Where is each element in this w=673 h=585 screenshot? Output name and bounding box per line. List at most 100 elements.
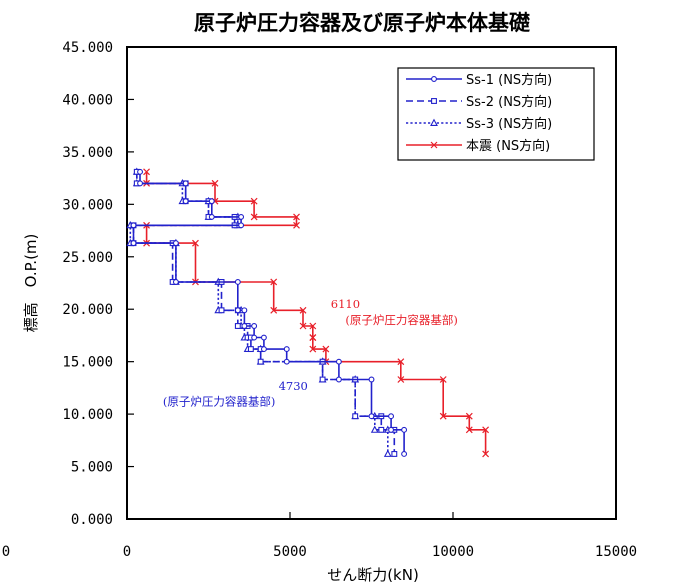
data-point bbox=[182, 198, 189, 205]
data-point bbox=[143, 168, 150, 176]
data-point bbox=[208, 198, 215, 205]
legend-entry: Ss-1 (NS方向) bbox=[406, 72, 552, 88]
data-point bbox=[352, 413, 359, 420]
data-point bbox=[234, 323, 241, 329]
data-point bbox=[172, 279, 179, 285]
data-point bbox=[397, 358, 405, 366]
data-point bbox=[368, 376, 375, 383]
y-tick-label: 40.000 bbox=[62, 92, 113, 108]
left-stub-label: 0 bbox=[2, 544, 10, 560]
data-point bbox=[270, 278, 278, 286]
data-point bbox=[172, 240, 179, 247]
data-point bbox=[208, 213, 215, 220]
y-tick-label: 5.000 bbox=[71, 460, 113, 476]
y-tick-label: 20.000 bbox=[62, 302, 113, 318]
y-tick-label: 30.000 bbox=[62, 197, 113, 213]
chart-title: 原子炉圧力容器及び原子炉本体基礎 bbox=[194, 11, 530, 35]
data-point bbox=[137, 168, 143, 175]
data-point bbox=[482, 426, 490, 434]
data-point bbox=[370, 425, 379, 433]
axes: 0.000 5.000 10.000 15.000 20.000 25.000 30.000… bbox=[62, 40, 637, 560]
legend-entry: Ss-3 (NS方向) bbox=[406, 116, 552, 132]
data-point bbox=[130, 222, 137, 229]
data-point bbox=[378, 426, 385, 433]
legend-label: Ss-3 (NS方向) bbox=[466, 116, 552, 132]
annotation-label: (原子炉圧力容器基部) bbox=[163, 395, 275, 409]
data-point bbox=[465, 426, 473, 434]
data-point bbox=[234, 307, 241, 314]
data-point bbox=[383, 449, 392, 457]
x-axis-label: せん断力(kN) bbox=[327, 566, 419, 584]
data-point bbox=[309, 334, 317, 341]
x-tick-label: 0 bbox=[123, 544, 131, 560]
data-point bbox=[309, 345, 317, 353]
data-point bbox=[299, 306, 307, 314]
data-point bbox=[299, 322, 307, 330]
data-point bbox=[257, 358, 264, 365]
y-tick-label: 45.000 bbox=[62, 40, 113, 56]
data-point bbox=[401, 451, 408, 457]
data-point bbox=[283, 346, 290, 353]
data-point bbox=[234, 279, 241, 285]
x-tick-label: 10000 bbox=[432, 544, 474, 560]
data-point bbox=[218, 307, 225, 314]
plot-frame bbox=[126, 46, 617, 520]
data-point bbox=[241, 323, 248, 329]
data-point bbox=[388, 413, 395, 420]
data-point bbox=[335, 376, 342, 383]
data-point bbox=[293, 221, 300, 229]
y-tick-label: 15.000 bbox=[62, 355, 113, 371]
data-point bbox=[335, 358, 342, 365]
y-tick-label: 25.000 bbox=[62, 250, 113, 266]
data-point bbox=[465, 412, 473, 420]
data-point bbox=[482, 450, 490, 458]
series-line bbox=[129, 171, 389, 454]
legend-label: 本震 (NS方向) bbox=[466, 138, 550, 154]
data-point bbox=[293, 213, 300, 221]
data-point bbox=[238, 213, 245, 220]
data-point bbox=[439, 412, 447, 420]
annotation-label: 4730 bbox=[279, 379, 308, 393]
series-4 bbox=[143, 168, 490, 458]
data-point bbox=[241, 307, 248, 314]
annotation-label: 6110 bbox=[331, 297, 360, 311]
legend-label: Ss-1 (NS方向) bbox=[466, 72, 552, 88]
y-axis-label: 標高 O.P.(m) bbox=[22, 234, 40, 333]
data-point bbox=[319, 376, 326, 383]
data-point bbox=[401, 426, 408, 433]
series-1 bbox=[130, 168, 408, 457]
y-tick-label: 0.000 bbox=[71, 512, 113, 528]
legend-marker bbox=[431, 76, 437, 82]
legend: Ss-1 (NS方向) Ss-2 (NS方向) Ss-3 (NS方向) 本震 (NS方… bbox=[397, 67, 595, 161]
legend-entry: 本震 (NS方向) bbox=[406, 138, 550, 154]
x-tick-label: 15000 bbox=[595, 544, 637, 560]
data-point bbox=[192, 239, 199, 247]
data-point bbox=[251, 334, 258, 341]
data-point bbox=[283, 358, 290, 365]
data-point bbox=[211, 179, 219, 187]
legend-label: Ss-2 (NS方向) bbox=[466, 94, 552, 110]
data-point bbox=[270, 306, 278, 314]
data-point bbox=[391, 451, 398, 457]
data-point bbox=[260, 334, 267, 341]
y-tick-label: 35.000 bbox=[62, 145, 113, 161]
data-point bbox=[250, 197, 258, 205]
data-point bbox=[137, 180, 143, 187]
y-tick-label: 10.000 bbox=[62, 407, 113, 423]
series-layer bbox=[126, 167, 490, 458]
data-point bbox=[368, 413, 375, 420]
data-point bbox=[247, 346, 254, 353]
legend-marker bbox=[430, 118, 438, 126]
data-point bbox=[322, 345, 330, 353]
legend-marker bbox=[431, 98, 437, 104]
data-point bbox=[397, 376, 405, 383]
annotation-layer: 6110 (原子炉圧力容器基部) 4730 (原子炉圧力容器基部) bbox=[163, 297, 458, 409]
annotation-label: (原子炉圧力容器基部) bbox=[345, 313, 457, 327]
data-point bbox=[439, 376, 447, 383]
data-point bbox=[238, 222, 245, 229]
data-point bbox=[182, 180, 189, 187]
data-point bbox=[251, 323, 258, 329]
data-point bbox=[309, 322, 317, 330]
legend-entry: Ss-2 (NS方向) bbox=[406, 94, 552, 110]
